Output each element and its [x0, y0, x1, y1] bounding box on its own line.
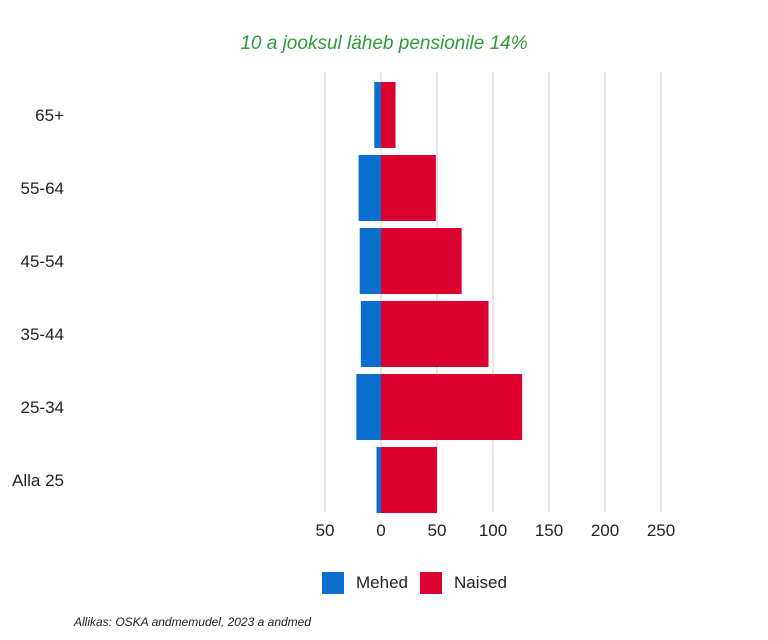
x-tick-label: 100	[479, 521, 507, 540]
x-tick-label: 50	[428, 521, 447, 540]
y-tick-label: 45-54	[21, 252, 64, 271]
x-tick-label: 50	[316, 521, 335, 540]
chart-canvas: 65+ 55-64 45-54 35-44 25-34 Alla 25 50 0 50 100 1…	[12, 72, 676, 540]
bar-women	[381, 82, 396, 148]
bar-men	[374, 82, 381, 148]
legend-swatch-women	[419, 572, 442, 594]
source-note: Allikas: OSKA andmemudel, 2023 a andmed	[74, 615, 312, 629]
bar-women	[381, 228, 462, 294]
bar-men	[376, 447, 381, 513]
x-tick-label: 150	[535, 521, 563, 540]
x-tick-label: 200	[591, 521, 619, 540]
legend: Mehed Naised	[322, 572, 519, 594]
bars	[356, 82, 523, 513]
y-tick-label: Alla 25	[12, 471, 64, 490]
legend-swatch-men	[322, 572, 344, 594]
y-tick-label: 25-34	[21, 398, 64, 417]
legend-entry-women[interactable]: Naised	[419, 572, 507, 594]
x-tick-label: 250	[647, 521, 675, 540]
bar-women	[381, 447, 437, 513]
y-tick-label: 65+	[35, 106, 64, 125]
legend-label-men: Mehed	[356, 573, 408, 592]
bar-men	[360, 301, 381, 367]
bar-men	[359, 228, 381, 294]
y-axis-labels: 65+ 55-64 45-54 35-44 25-34 Alla 25	[12, 106, 64, 490]
y-tick-label: 55-64	[21, 179, 64, 198]
y-tick-label: 35-44	[21, 325, 64, 344]
legend-label-women: Naised	[453, 573, 507, 592]
bar-women	[381, 155, 436, 221]
chart-title: 10 a jooksul läheb pensionile 14%	[240, 33, 528, 54]
x-axis-labels: 50 0 50 100 150 200 250	[316, 521, 676, 540]
legend-entry-men[interactable]: Mehed	[322, 572, 408, 594]
bar-women	[381, 374, 523, 440]
bar-men	[358, 155, 381, 221]
x-tick-label: 0	[376, 521, 385, 540]
bar-women	[381, 301, 489, 367]
bar-men	[356, 374, 381, 440]
